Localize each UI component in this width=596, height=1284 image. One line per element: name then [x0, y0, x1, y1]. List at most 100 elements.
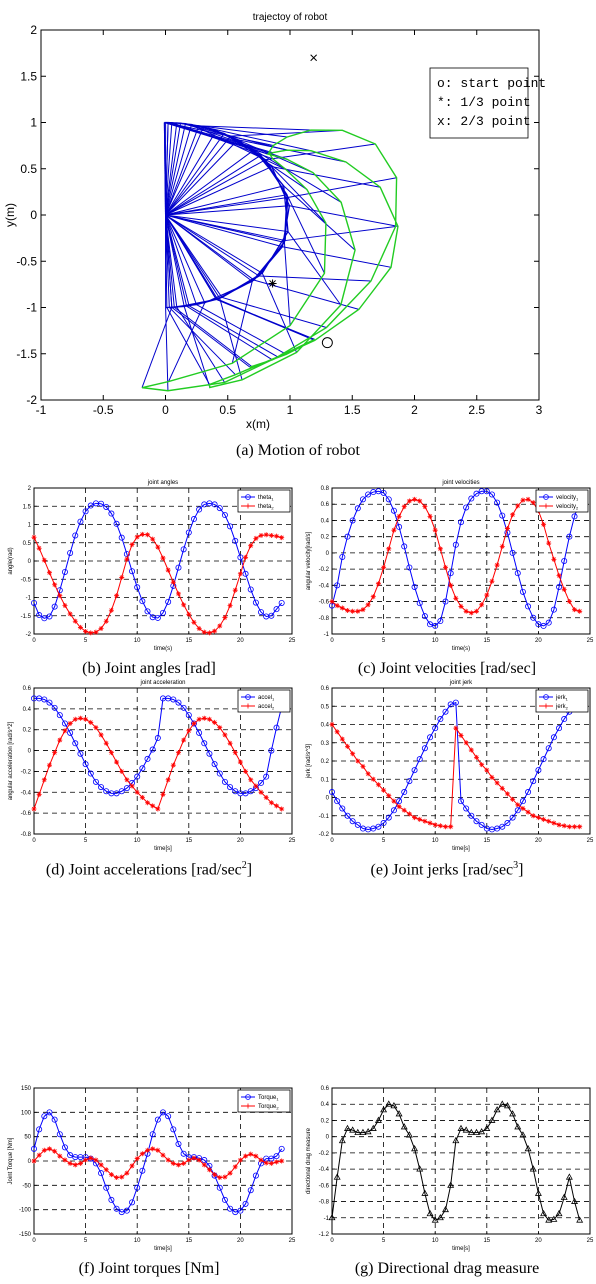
link-2: [186, 305, 273, 361]
data-point: [494, 780, 500, 786]
data-point: [427, 734, 434, 741]
data-point: [489, 578, 495, 584]
data-point: [328, 789, 335, 796]
data-point: [124, 777, 130, 783]
data-point: [509, 814, 516, 821]
data-point: [360, 607, 366, 613]
data-point: [139, 1167, 146, 1174]
data-point: [139, 1151, 145, 1157]
data-point: [375, 488, 382, 495]
data-point: [227, 523, 234, 530]
data-point: [103, 740, 109, 746]
link-1: [165, 123, 181, 216]
series-Torque2: [31, 1146, 285, 1181]
y-axis-label: angular acceleration [rad/s^2]: [8, 721, 14, 800]
legend-box: [429, 67, 529, 139]
start-point-marker: [321, 337, 333, 349]
y-tick-label: -1: [26, 596, 32, 602]
y-tick-label: 100: [21, 1110, 32, 1116]
figure-d: 0 5 10 15 20 25 -0.8 -0.6 -0.4 -0.2 0 0.2 0.4 0.6 join…: [0, 676, 298, 882]
data-point: [370, 594, 376, 600]
data-point: [180, 1150, 187, 1157]
y-tick-label: -0.8: [21, 832, 32, 838]
y-tick-label: -100: [19, 1208, 32, 1214]
data-point: [566, 599, 572, 605]
data-point: [243, 768, 249, 774]
data-point: [247, 586, 254, 593]
elbow-path: [164, 121, 291, 309]
data-point: [561, 823, 567, 829]
y-tick-label: -0.6: [319, 1183, 330, 1189]
data-point: [401, 807, 407, 813]
data-point: [170, 579, 176, 585]
data-point: [51, 603, 58, 610]
data-point: [170, 1126, 177, 1133]
data-point: [550, 606, 557, 613]
y-tick-label: -0.1: [319, 814, 330, 820]
y-axis-label: jerk [rad/s^3]: [306, 744, 312, 779]
series-theta2: [31, 531, 285, 636]
end-effector-path: [141, 129, 399, 392]
data-point: [385, 1100, 393, 1107]
data-point: [463, 608, 469, 614]
data-point: [247, 1187, 254, 1194]
data-point: [237, 571, 243, 577]
data-point: [550, 734, 557, 741]
link-2: [231, 281, 253, 364]
data-point: [113, 1205, 120, 1212]
data-point: [175, 699, 182, 706]
data-point: [108, 750, 114, 756]
y-tick-label: -2: [26, 393, 37, 407]
data-point: [180, 546, 187, 553]
legend-text: jerk: [555, 704, 567, 710]
y-tick-label: 0.6: [321, 502, 330, 508]
data-point: [139, 598, 146, 605]
y-tick-label: -0.2: [319, 567, 330, 573]
data-point: [447, 701, 454, 708]
x-tick-label: 0: [330, 1238, 334, 1244]
data-point: [412, 815, 418, 821]
data-point: [447, 570, 454, 577]
data-point: [268, 747, 275, 754]
data-point: [473, 490, 480, 497]
data-point: [545, 1216, 553, 1223]
data-point: [258, 1157, 264, 1163]
data-point: [134, 534, 140, 540]
y-axis-label: angular velocity[rad/s]: [306, 531, 312, 590]
data-point: [201, 629, 207, 635]
y-tick-label: 150: [21, 1086, 32, 1092]
legend-marker: [245, 503, 251, 509]
data-point: [437, 716, 444, 723]
x-tick-label: 10: [134, 1238, 141, 1244]
data-point: [62, 728, 68, 734]
data-point: [232, 587, 238, 593]
data-point: [61, 720, 68, 727]
data-point: [41, 696, 48, 703]
link-1: [165, 125, 200, 216]
data-point: [374, 1116, 382, 1123]
data-point: [237, 759, 243, 765]
data-point: [83, 628, 89, 634]
data-point: [41, 615, 48, 622]
data-point: [551, 556, 557, 562]
x-axis-label: time[s]: [154, 1246, 172, 1252]
y-tick-label: 0.4: [321, 723, 330, 729]
data-point: [41, 1147, 47, 1153]
data-point: [216, 770, 223, 777]
data-point: [452, 541, 459, 548]
data-point: [473, 754, 479, 760]
data-point: [217, 1175, 223, 1181]
link-2: [283, 185, 356, 251]
y-tick-label: -2: [26, 632, 32, 638]
legend-label: velocity2: [556, 504, 579, 511]
x-tick-label: 25: [289, 638, 296, 644]
data-point: [51, 1116, 58, 1123]
data-point: [504, 820, 511, 827]
chart-d-joint-acceleration: 0 5 10 15 20 25 -0.8 -0.6 -0.4 -0.2 0 0.2 0.4 0.6 join…: [8, 680, 296, 852]
data-point: [212, 628, 218, 634]
data-point: [93, 725, 99, 731]
data-point: [432, 527, 438, 533]
y-tick-label: 0.5: [23, 541, 32, 547]
link-2: [287, 231, 342, 306]
